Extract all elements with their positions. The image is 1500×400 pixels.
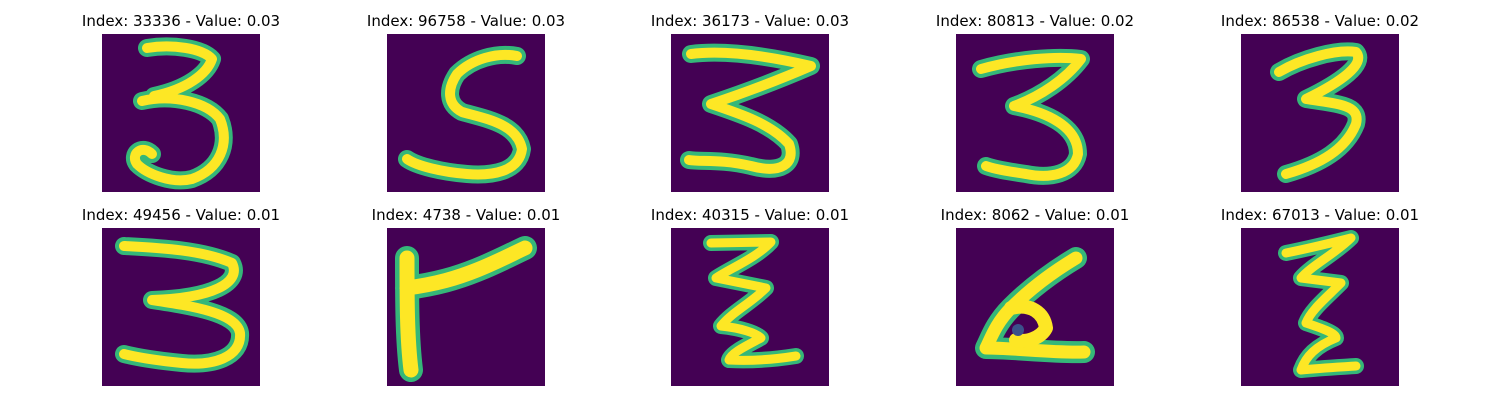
digit-image [671, 34, 829, 192]
digit-image [671, 228, 829, 386]
digit-image [102, 34, 260, 192]
panel-title: Index: 86538 - Value: 0.02 [1221, 12, 1419, 30]
digit-image [387, 228, 545, 386]
panel-title: Index: 33336 - Value: 0.03 [82, 12, 280, 30]
digit-image [1241, 228, 1399, 386]
panel-title: Index: 8062 - Value: 0.01 [941, 206, 1130, 224]
digit-image [956, 34, 1114, 192]
digit-image [956, 228, 1114, 386]
panel-title: Index: 80813 - Value: 0.02 [936, 12, 1134, 30]
panel-title: Index: 67013 - Value: 0.01 [1221, 206, 1419, 224]
digit-image [1241, 34, 1399, 192]
digit-image [102, 228, 260, 386]
panel-title: Index: 49456 - Value: 0.01 [82, 206, 280, 224]
panel-title: Index: 4738 - Value: 0.01 [372, 206, 561, 224]
panel-title: Index: 40315 - Value: 0.01 [651, 206, 849, 224]
panel-title: Index: 96758 - Value: 0.03 [367, 12, 565, 30]
panel-title: Index: 36173 - Value: 0.03 [651, 12, 849, 30]
digit-image [387, 34, 545, 192]
